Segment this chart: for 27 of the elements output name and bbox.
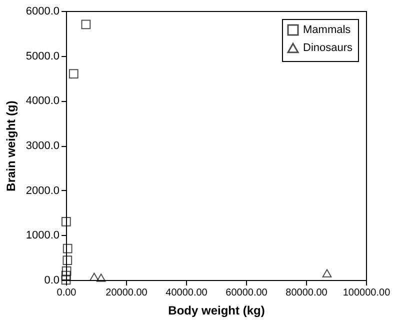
point (62, 256, 72, 265)
legend-label: Dinosaurs (303, 42, 354, 54)
point (96, 274, 106, 282)
point (61, 275, 71, 285)
point (61, 217, 71, 226)
point (62, 266, 72, 276)
x-tick-label: 20000.00 (106, 288, 148, 298)
point (62, 244, 72, 254)
x-tick-label: 60000.00 (226, 288, 268, 298)
legend-label: Mammals (303, 24, 352, 36)
y-tick-label: 0.0 (44, 274, 60, 286)
y-axis-title: Brain weight (g) (4, 100, 18, 192)
x-axis-title: Body weight (kg) (168, 304, 265, 318)
y-tick-label: 4000.0 (26, 95, 60, 108)
x-tick-label: 100000.00 (342, 288, 391, 298)
x-tick-label: 40000.00 (166, 288, 208, 298)
y-tick-label: 2000.0 (26, 184, 60, 197)
y-tick-label: 1000.0 (26, 230, 60, 242)
point (68, 69, 78, 78)
y-tick-label: 5000.0 (26, 50, 60, 62)
y-tick-label: 6000.0 (26, 6, 60, 18)
x-tick-label: 0.00 (56, 288, 77, 298)
y-tick-label: 3000.0 (26, 140, 60, 152)
point (81, 20, 91, 30)
x-tick-label: 80000.00 (286, 288, 328, 298)
point (90, 272, 99, 281)
point (322, 269, 332, 278)
